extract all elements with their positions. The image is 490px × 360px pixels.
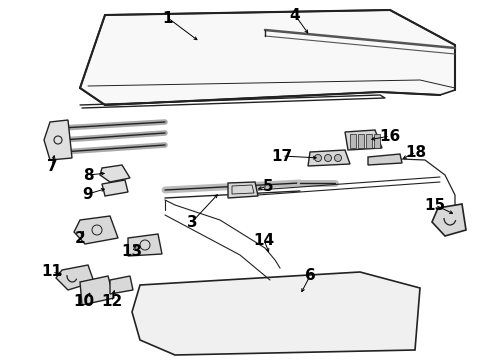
Polygon shape [374, 134, 380, 148]
Text: 3: 3 [187, 215, 197, 230]
Polygon shape [80, 10, 455, 105]
Polygon shape [74, 216, 118, 244]
Polygon shape [228, 182, 258, 198]
Text: 1: 1 [163, 10, 173, 26]
Polygon shape [100, 165, 130, 182]
Polygon shape [432, 204, 466, 236]
Polygon shape [102, 180, 128, 196]
Circle shape [324, 154, 332, 162]
Text: 11: 11 [42, 265, 63, 279]
Polygon shape [110, 276, 133, 294]
Circle shape [315, 154, 321, 162]
Text: 7: 7 [47, 158, 57, 174]
Text: 2: 2 [74, 230, 85, 246]
Polygon shape [132, 272, 420, 355]
Text: 14: 14 [253, 233, 274, 248]
Polygon shape [80, 276, 114, 305]
Polygon shape [350, 134, 356, 148]
Text: 6: 6 [305, 269, 316, 284]
Text: 8: 8 [83, 167, 93, 183]
Polygon shape [358, 134, 364, 148]
Polygon shape [128, 234, 162, 256]
Text: 10: 10 [74, 294, 95, 310]
Polygon shape [56, 265, 94, 290]
Polygon shape [44, 120, 72, 160]
Text: 16: 16 [379, 129, 401, 144]
Text: 12: 12 [101, 294, 122, 310]
Text: 9: 9 [83, 186, 93, 202]
Text: 13: 13 [122, 244, 143, 260]
Text: 18: 18 [405, 144, 427, 159]
Text: 17: 17 [271, 149, 293, 163]
Polygon shape [308, 150, 350, 166]
Text: 15: 15 [424, 198, 445, 212]
Polygon shape [366, 134, 372, 148]
Polygon shape [345, 130, 382, 150]
Circle shape [335, 154, 342, 162]
Text: 5: 5 [263, 179, 273, 194]
Text: 4: 4 [290, 8, 300, 23]
Polygon shape [368, 154, 402, 165]
